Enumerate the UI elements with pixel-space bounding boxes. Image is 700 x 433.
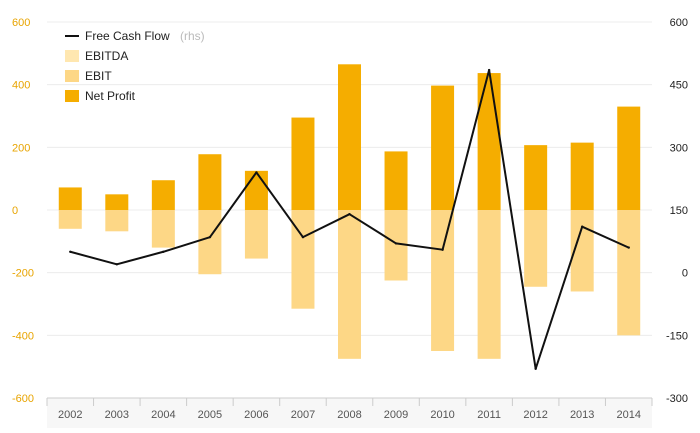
legend-label: Free Cash Flow [85,29,170,43]
fcf-point [115,263,119,266]
bar-net-profit [291,117,315,210]
x-tick-label: 2013 [570,409,594,421]
fcf-point [580,225,584,228]
bar-net-profit [244,170,268,210]
y-left-tick-label: -400 [12,330,34,342]
y-left-tick-label: -200 [12,268,34,280]
legend-suffix: (rhs) [180,29,205,43]
legend-label: Net Profit [85,89,136,103]
y-right-tick-label: 450 [670,80,688,92]
legend-label: EBIT [85,69,112,83]
x-axis-band [47,398,652,428]
x-tick-label: 2012 [523,409,547,421]
bar-ebit [384,210,408,281]
fcf-point [394,242,398,245]
bar-net-profit [151,180,175,210]
y-left-tick-label: 200 [12,142,30,154]
y-left-tick-label: 400 [12,80,30,92]
legend-swatch [65,90,79,102]
fcf-point [208,235,212,239]
bar-ebit [338,210,361,359]
fcf-point [255,171,258,174]
bar-net-profit [477,73,501,210]
legend-swatch [65,50,79,62]
bar-net-profit [58,187,82,210]
y-right-tick-label: -300 [666,393,688,405]
x-tick-label: 2006 [244,409,268,421]
fcf-point [301,235,305,239]
fcf-point [487,68,491,72]
bar-net-profit [570,142,594,210]
legend: Free Cash Flow (rhs) EBITDA EBIT Net Profit [65,29,205,103]
x-tick-label: 2014 [616,409,640,421]
x-tick-label: 2009 [384,409,408,421]
bar-ebit [105,210,129,232]
fcf-point [162,250,165,253]
fcf-point [348,212,351,216]
bar-net-profit [617,106,641,210]
bar-ebit [431,210,455,351]
bar-net-profit [524,145,548,210]
bar-net-profit [198,154,222,210]
bar-ebit [58,210,82,229]
bar-ebit [244,210,268,259]
bar-net-profit [384,151,408,210]
bar-ebit [198,210,222,275]
x-tick-label: 2011 [477,409,501,421]
fcf-point [627,246,630,249]
y-right-tick-label: 150 [670,205,688,217]
y-left-tick-label: -600 [12,393,34,405]
x-tick-label: 2002 [58,409,82,421]
fcf-line-layer [69,68,630,370]
bar-net-profit [338,64,361,210]
x-tick-label: 2007 [291,409,315,421]
y-left-tick-label: 0 [12,205,18,217]
fcf-point [69,250,72,253]
x-tick-label: 2004 [151,409,175,421]
bar-net-profit [105,194,129,210]
bar-ebit [617,210,641,336]
fcf-point [441,248,444,251]
bar-ebit [477,210,501,359]
y-right-tick-label: 300 [670,142,688,154]
axes: 600 400 200 0 -200 -400 -600 600 450 300 150 0 -150 -… [12,17,688,428]
x-tick-label: 2010 [430,409,454,421]
bar-ebit [524,210,548,287]
y-right-tick-label: -150 [666,330,688,342]
x-tick-label: 2005 [198,409,222,421]
bars [58,64,641,359]
bar-ebit [151,210,175,248]
y-right-tick-label: 0 [682,268,688,280]
y-right-tick-label: 600 [670,17,688,29]
fcf-point [534,367,537,370]
y-left-tick-label: 600 [12,17,30,29]
legend-swatch [65,70,79,82]
legend-label: EBITDA [85,49,128,63]
x-tick-label: 2003 [105,409,129,421]
bar-net-profit [431,85,455,210]
x-tick-label: 2008 [337,409,361,421]
